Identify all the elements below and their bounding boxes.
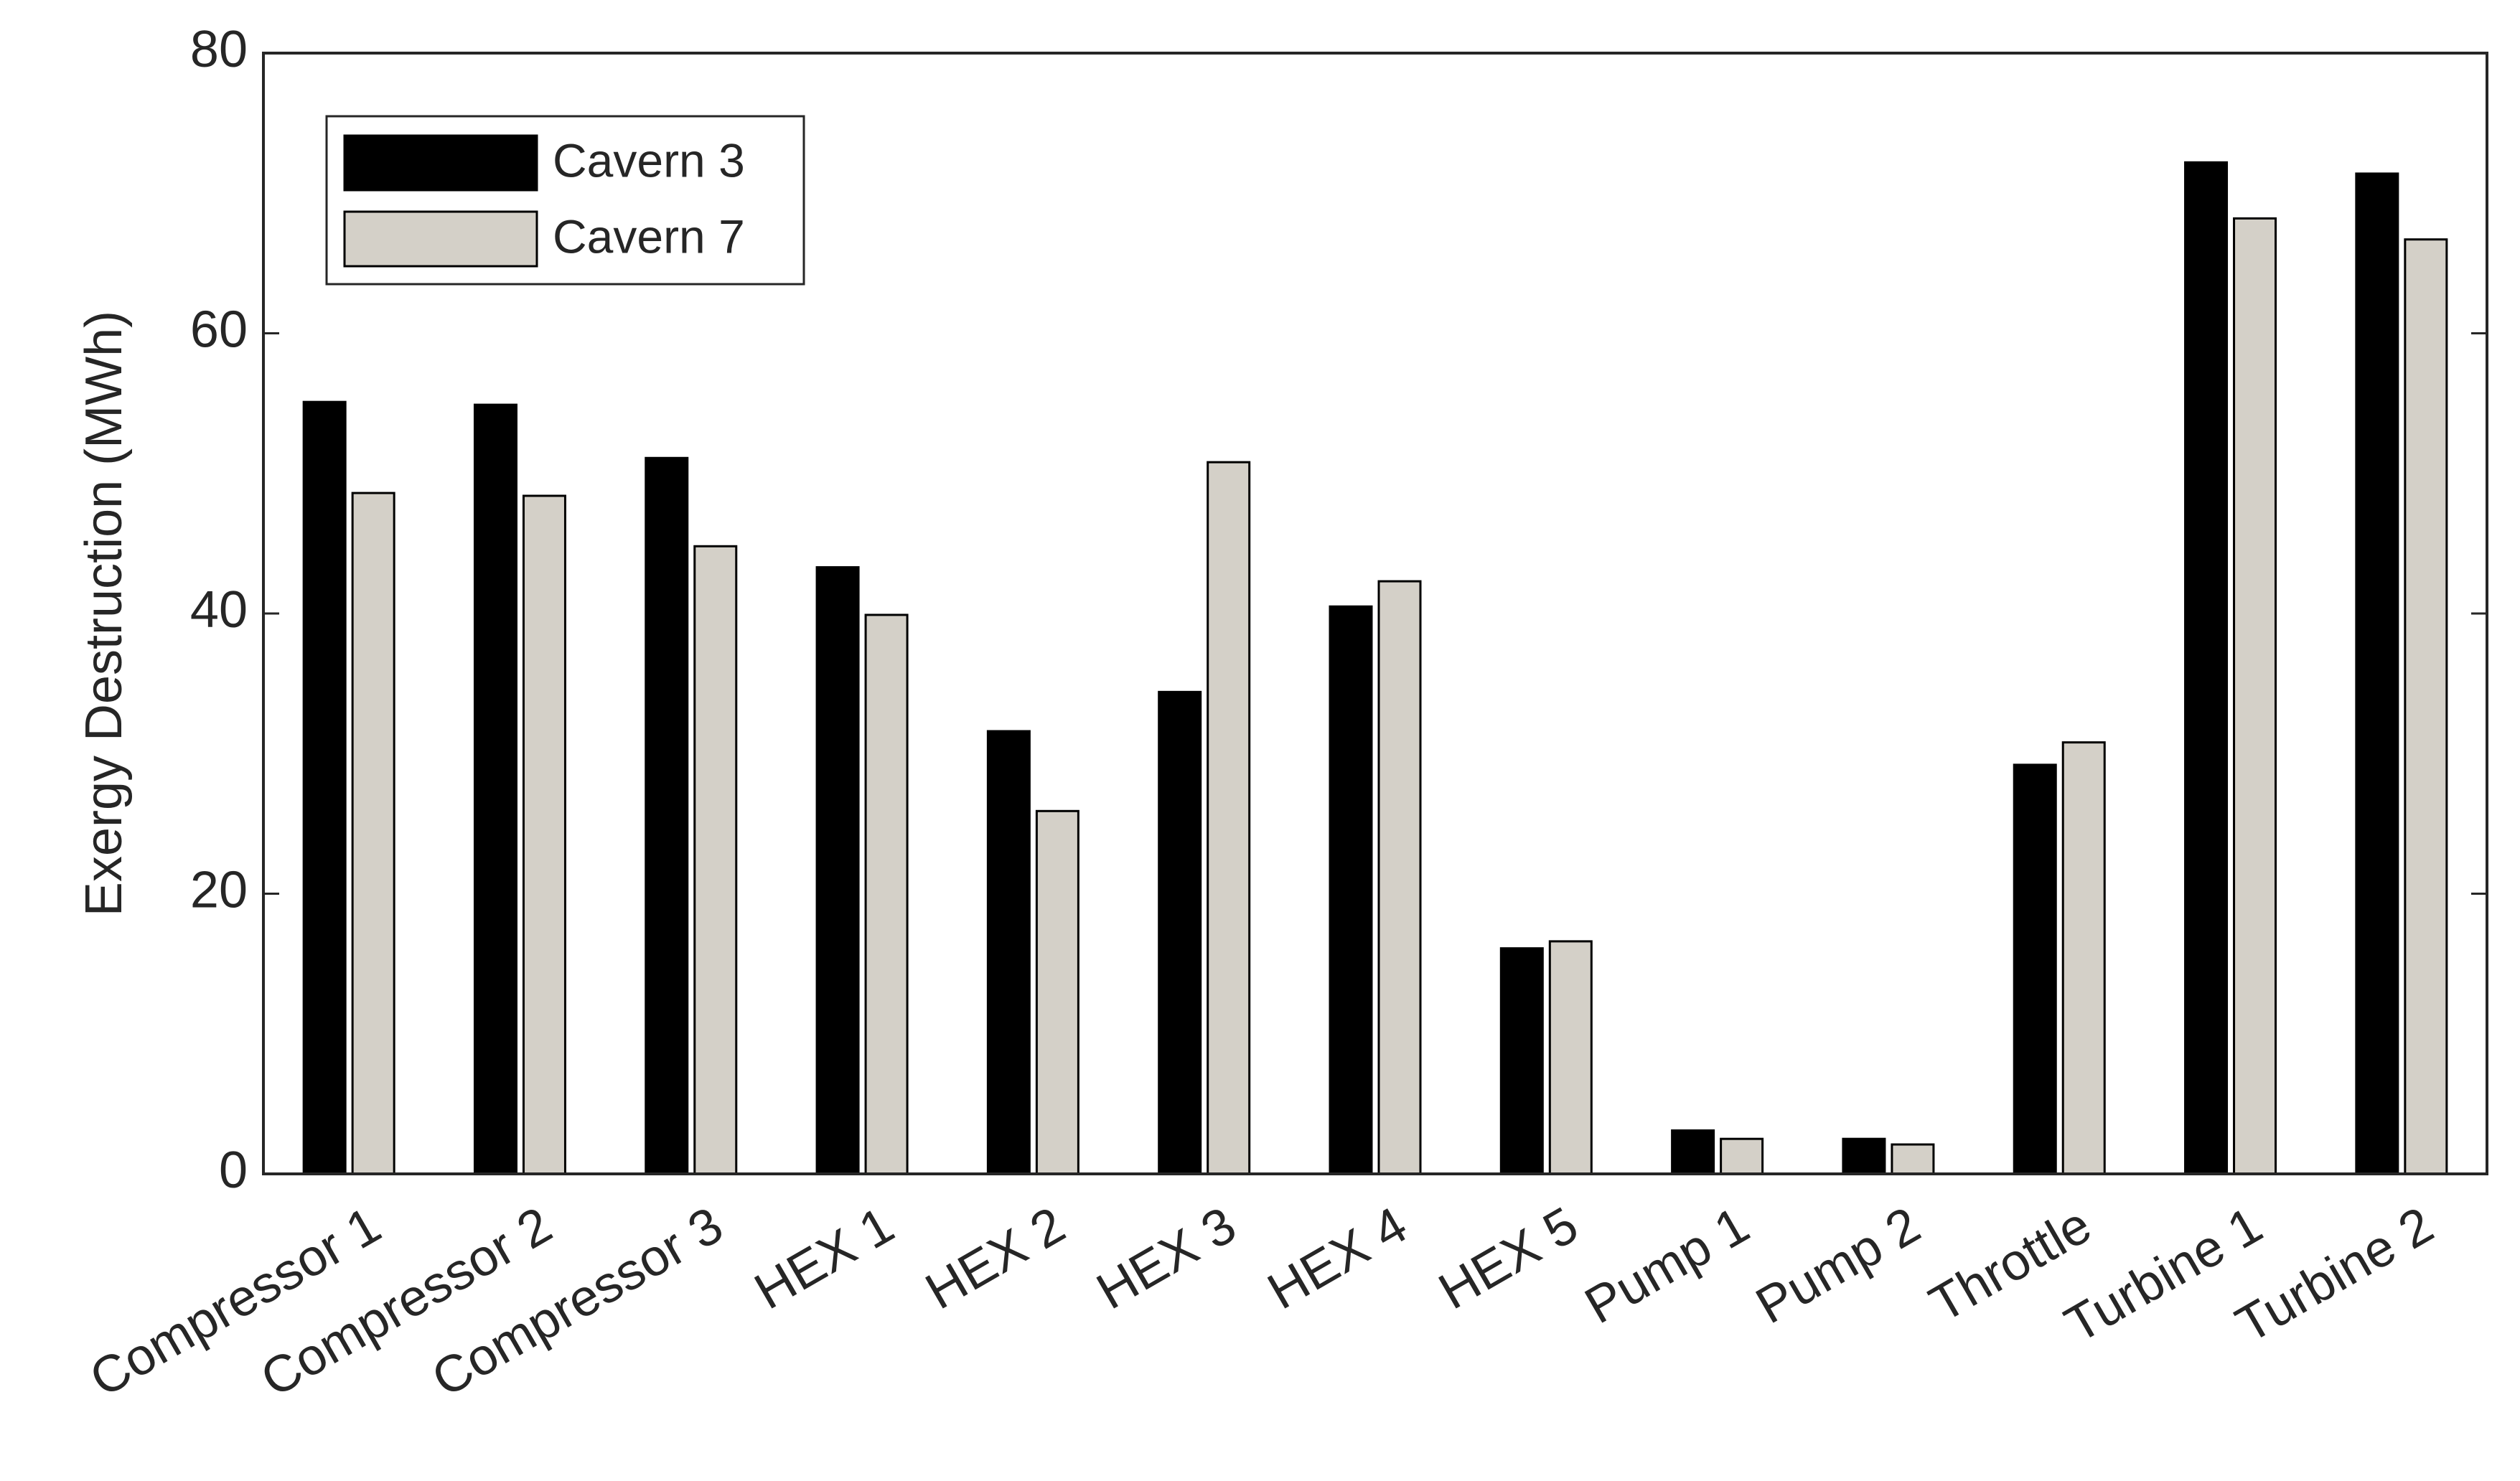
bar	[2061, 741, 2106, 1175]
bar	[864, 613, 909, 1175]
legend-label: Cavern 3	[553, 133, 745, 187]
bar	[2404, 238, 2448, 1175]
bar	[1499, 947, 1544, 1175]
y-tick-label: 40	[190, 581, 248, 639]
legend-swatch	[343, 134, 538, 192]
bar	[815, 566, 860, 1175]
bar	[1842, 1137, 1886, 1175]
bar	[1158, 690, 1202, 1175]
y-tick-label: 20	[190, 862, 248, 919]
bar	[351, 492, 395, 1175]
bar	[645, 456, 689, 1175]
bar	[2233, 217, 2277, 1175]
bar	[1207, 461, 1251, 1175]
bar	[2184, 161, 2229, 1175]
y-tick-label: 60	[190, 301, 248, 359]
bar	[986, 730, 1031, 1175]
bar	[1329, 605, 1373, 1175]
bar	[1377, 580, 1422, 1175]
axes-box	[262, 52, 2488, 1175]
bar	[2013, 763, 2057, 1175]
y-tick-label: 80	[190, 21, 248, 78]
y-axis-label: Exergy Destruction (MWh)	[75, 311, 133, 916]
y-tick-label: 0	[219, 1142, 248, 1199]
bar	[2355, 172, 2399, 1175]
legend-swatch	[343, 210, 538, 268]
bar	[693, 545, 738, 1175]
bar	[522, 494, 566, 1175]
bar	[473, 403, 517, 1175]
bar	[1035, 809, 1079, 1175]
bar	[302, 400, 347, 1175]
bar	[1548, 940, 1593, 1175]
legend-label: Cavern 7	[553, 210, 745, 263]
bar	[1891, 1143, 1935, 1175]
bar	[1720, 1137, 1764, 1175]
bar	[1671, 1129, 1715, 1175]
